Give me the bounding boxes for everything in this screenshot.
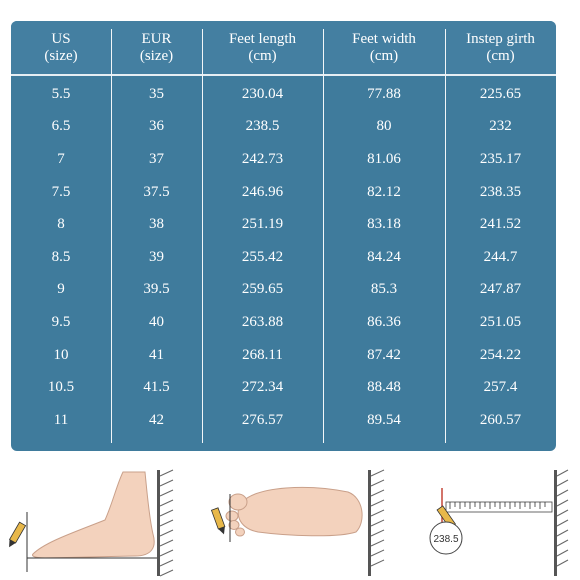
cell-eur-size: 40 bbox=[149, 313, 164, 330]
cell-instep-girth: 238.35 bbox=[479, 183, 522, 200]
instep-girth-illustration: 238.5 bbox=[429, 469, 569, 576]
foot-length-illustration bbox=[8, 469, 174, 577]
cell-feet-width: 87.42 bbox=[367, 346, 401, 363]
cell-instep-girth: 260.57 bbox=[479, 411, 522, 428]
header-us-size: US (size) bbox=[44, 30, 78, 64]
cell-us-size: 8 bbox=[57, 216, 65, 233]
cell-feet-width: 86.36 bbox=[367, 313, 401, 330]
cell-instep-girth: 251.05 bbox=[479, 313, 522, 330]
cell-instep-girth: 241.52 bbox=[479, 216, 522, 233]
cell-feet-length: 251.19 bbox=[241, 216, 284, 233]
table-row: 10 41 268.11 87.42 254.22 bbox=[11, 339, 556, 372]
size-chart-table: US (size) EUR (size) Feet length (cm) Fe… bbox=[11, 21, 556, 451]
cell-instep-girth: 232 bbox=[489, 118, 512, 135]
column-divider bbox=[445, 29, 446, 443]
table-row: 8 38 251.19 83.18 241.52 bbox=[11, 208, 556, 241]
toes-icon bbox=[225, 493, 248, 537]
cell-instep-girth: 247.87 bbox=[479, 281, 522, 298]
cell-us-size: 7 bbox=[57, 150, 65, 167]
table-row: 11 42 276.57 89.54 260.57 bbox=[11, 404, 556, 437]
cell-us-size: 10 bbox=[53, 346, 69, 363]
cell-us-size: 8.5 bbox=[51, 248, 71, 265]
foot-side-icon bbox=[32, 471, 155, 559]
foot-width-illustration bbox=[210, 469, 385, 576]
header-feet-width: Feet width (cm) bbox=[352, 30, 416, 64]
cell-feet-length: 272.34 bbox=[241, 379, 284, 396]
wall-hatch-icon bbox=[157, 469, 174, 577]
pencil-icon bbox=[210, 507, 226, 535]
table-row: 9.5 40 263.88 86.36 251.05 bbox=[11, 306, 556, 339]
cell-us-size: 10.5 bbox=[47, 379, 75, 396]
table-row: 6.5 36 238.5 80 232 bbox=[11, 111, 556, 144]
cell-eur-size: 41 bbox=[149, 346, 164, 363]
cell-feet-length: 242.73 bbox=[241, 150, 284, 167]
cell-feet-length: 255.42 bbox=[241, 248, 284, 265]
cell-instep-girth: 235.17 bbox=[479, 150, 522, 167]
column-divider bbox=[111, 29, 112, 443]
cell-feet-length: 230.04 bbox=[241, 85, 284, 102]
cell-eur-size: 39.5 bbox=[143, 281, 170, 298]
cell-feet-width: 85.3 bbox=[370, 281, 398, 298]
cell-eur-size: 38 bbox=[149, 216, 164, 233]
cell-feet-length: 246.96 bbox=[241, 183, 284, 200]
cell-instep-girth: 254.22 bbox=[479, 346, 522, 363]
wall-hatch-icon bbox=[554, 469, 569, 576]
pencil-icon bbox=[8, 521, 27, 548]
cell-feet-width: 80 bbox=[376, 118, 392, 135]
header-eur-size: EUR (size) bbox=[139, 30, 174, 64]
cell-feet-width: 88.48 bbox=[367, 379, 401, 396]
cell-feet-length: 276.57 bbox=[241, 411, 284, 428]
cell-us-size: 6.5 bbox=[51, 118, 71, 135]
cell-us-size: 9 bbox=[57, 281, 65, 298]
cell-feet-length: 268.11 bbox=[242, 346, 283, 363]
table-row: 8.5 39 255.42 84.24 244.7 bbox=[11, 241, 556, 274]
magnifier-icon bbox=[429, 521, 463, 555]
table-row: 10.5 41.5 272.34 88.48 257.4 bbox=[11, 371, 556, 404]
cell-us-size: 7.5 bbox=[51, 183, 71, 200]
cell-feet-width: 81.06 bbox=[367, 150, 401, 167]
cell-feet-width: 89.54 bbox=[367, 411, 401, 428]
cell-us-size: 9.5 bbox=[51, 313, 71, 330]
table-row: 9 39.5 259.65 85.3 247.87 bbox=[11, 274, 556, 307]
cell-us-size: 5.5 bbox=[51, 85, 71, 102]
table-row: 7 37 242.73 81.06 235.17 bbox=[11, 143, 556, 176]
cell-eur-size: 36 bbox=[149, 118, 164, 135]
wall-hatch-icon bbox=[368, 469, 385, 576]
cell-eur-size: 42 bbox=[149, 411, 164, 428]
cell-instep-girth: 257.4 bbox=[483, 379, 518, 396]
header-instep-girth: Instep girth (cm) bbox=[466, 30, 535, 64]
cell-instep-girth: 225.65 bbox=[479, 85, 522, 102]
foot-top-icon bbox=[237, 486, 363, 537]
cell-feet-length: 259.65 bbox=[241, 281, 284, 298]
cell-feet-width: 84.24 bbox=[367, 248, 401, 265]
cell-eur-size: 37 bbox=[149, 150, 164, 167]
girth-reading-label: 238.5 bbox=[433, 534, 458, 545]
table-row: 7.5 37.5 246.96 82.12 238.35 bbox=[11, 176, 556, 209]
cell-eur-size: 35 bbox=[149, 85, 164, 102]
cell-eur-size: 39 bbox=[149, 248, 164, 265]
header-feet-length: Feet length (cm) bbox=[228, 30, 297, 64]
table-header: US (size) EUR (size) Feet length (cm) Fe… bbox=[11, 21, 556, 76]
cell-feet-length: 263.88 bbox=[241, 313, 284, 330]
cell-eur-size: 37.5 bbox=[143, 183, 170, 200]
cell-feet-width: 77.88 bbox=[367, 85, 401, 102]
cell-feet-width: 83.18 bbox=[367, 216, 401, 233]
column-divider bbox=[202, 29, 203, 443]
cell-us-size: 11 bbox=[53, 411, 69, 428]
cell-feet-width: 82.12 bbox=[367, 183, 401, 200]
table-row: 5.5 35 230.04 77.88 225.65 bbox=[11, 78, 556, 111]
cell-feet-length: 238.5 bbox=[245, 118, 280, 135]
cell-instep-girth: 244.7 bbox=[483, 248, 518, 265]
tape-measure-icon bbox=[441, 488, 553, 522]
cell-eur-size: 41.5 bbox=[143, 379, 170, 396]
column-divider bbox=[323, 29, 324, 443]
